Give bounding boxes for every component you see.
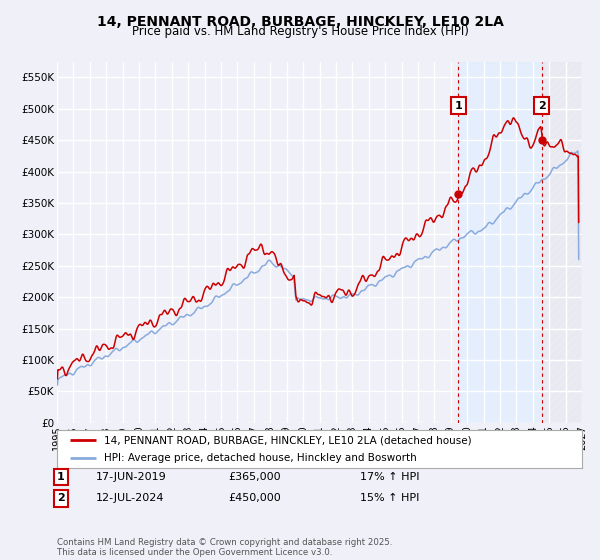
Text: Price paid vs. HM Land Registry's House Price Index (HPI): Price paid vs. HM Land Registry's House … [131,25,469,38]
Text: 15% ↑ HPI: 15% ↑ HPI [360,493,419,503]
Text: 14, PENNANT ROAD, BURBAGE, HINCKLEY, LE10 2LA (detached house): 14, PENNANT ROAD, BURBAGE, HINCKLEY, LE1… [104,435,472,445]
Text: 12-JUL-2024: 12-JUL-2024 [96,493,164,503]
Bar [542,62,582,423]
Text: 2: 2 [538,101,545,110]
Text: Contains HM Land Registry data © Crown copyright and database right 2025.
This d: Contains HM Land Registry data © Crown c… [57,538,392,557]
Text: 1: 1 [57,472,65,482]
Text: 2: 2 [57,493,65,503]
Text: £365,000: £365,000 [228,472,281,482]
Bar [458,62,542,423]
Text: 17-JUN-2019: 17-JUN-2019 [96,472,167,482]
Text: £450,000: £450,000 [228,493,281,503]
Text: HPI: Average price, detached house, Hinckley and Bosworth: HPI: Average price, detached house, Hinc… [104,453,417,463]
Text: 14, PENNANT ROAD, BURBAGE, HINCKLEY, LE10 2LA: 14, PENNANT ROAD, BURBAGE, HINCKLEY, LE1… [97,15,503,29]
Text: 17% ↑ HPI: 17% ↑ HPI [360,472,419,482]
Text: 1: 1 [454,101,462,110]
